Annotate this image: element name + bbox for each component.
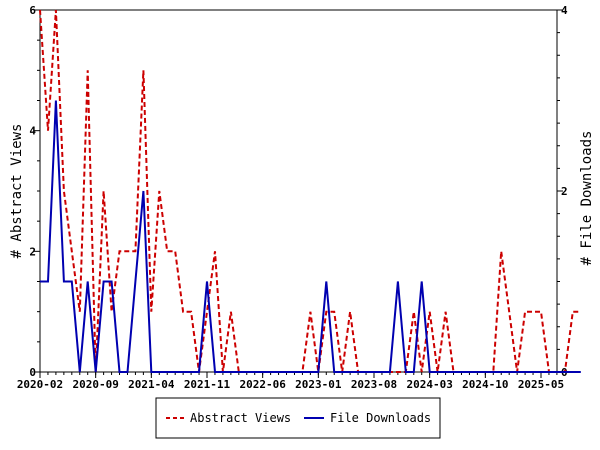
legend: Abstract Views File Downloads [155, 397, 441, 439]
plot-frame [39, 9, 558, 373]
series-line-file-downloads [40, 100, 581, 373]
x-tick-label: 2021-04 [128, 378, 175, 391]
x-tick-label: 2022-06 [239, 378, 286, 391]
legend-box [155, 397, 441, 439]
x-tick-label: 2021-11 [184, 378, 231, 391]
y-left-tick-label: 2 [29, 245, 36, 258]
y-left-tick-label: 4 [29, 125, 36, 138]
x-tick-label: 2024-03 [406, 378, 452, 391]
x-tick-label: 2023-01 [295, 378, 342, 391]
legend-file-downloads-label: File Downloads [330, 411, 431, 425]
x-tick-label: 2023-08 [351, 378, 397, 391]
y-right-tick-label: 2 [561, 185, 568, 198]
series [39, 9, 581, 373]
y-right-axis-title: # File Downloads [579, 131, 595, 266]
legend-abstract-views-label: Abstract Views [190, 411, 291, 425]
y-right-tick-label: 4 [561, 4, 568, 17]
y-left-tick-label: 6 [29, 4, 36, 17]
x-tick-label: 2020-09 [72, 378, 118, 391]
plot-area [39, 9, 558, 373]
y-left-axis-title: # Abstract Views [9, 124, 25, 259]
ticks: 2020-02 2020-09 2021-04 2021-11 2022-06 2023-… [17, 4, 568, 391]
x-tick-label: 2020-02 [17, 378, 63, 391]
x-tick-label: 2025-05 [518, 378, 564, 391]
y-left-tick-label: 0 [29, 366, 36, 379]
x-tick-label: 2024-10 [462, 378, 508, 391]
